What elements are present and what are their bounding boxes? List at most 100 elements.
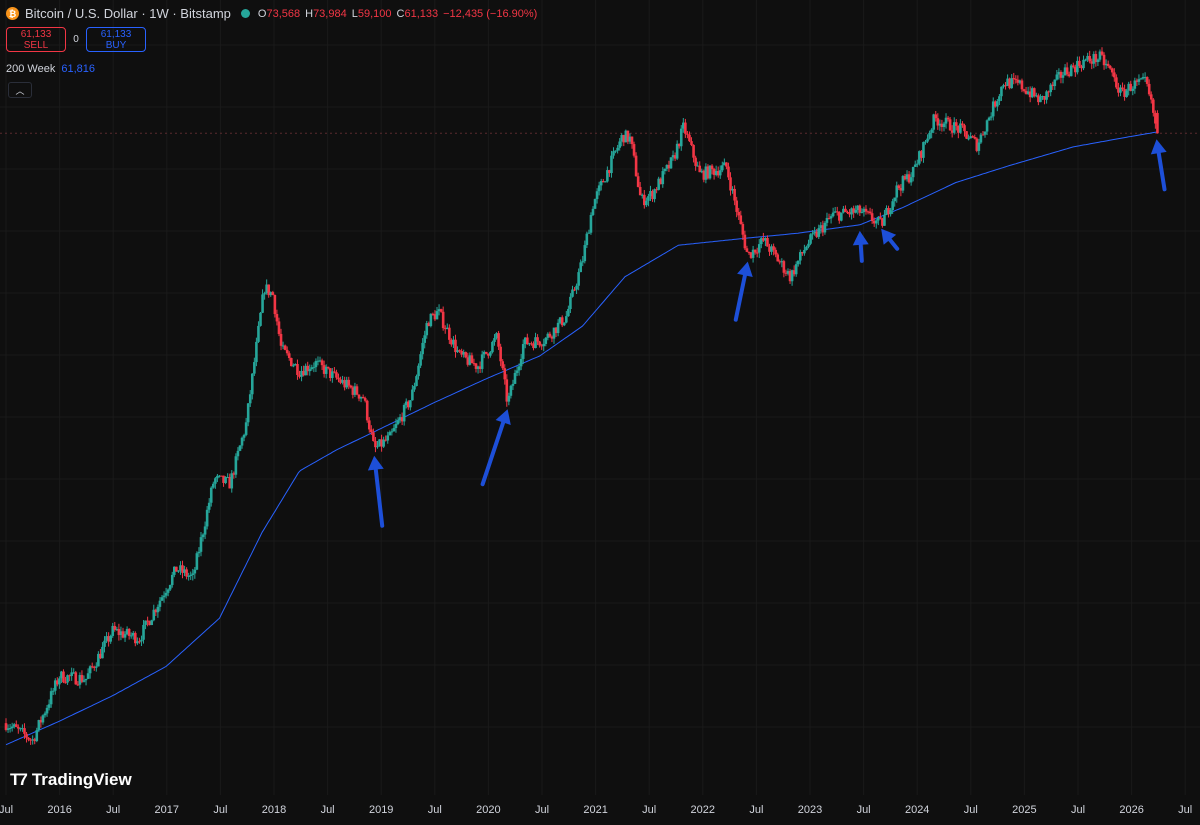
candle xyxy=(386,431,390,444)
x-tick-label: 2026 xyxy=(1119,804,1143,816)
candle xyxy=(936,113,940,130)
candle xyxy=(534,332,537,349)
candle xyxy=(458,349,461,353)
candle xyxy=(292,363,295,368)
candle xyxy=(450,338,453,347)
tradingview-logo[interactable]: T7 TradingView xyxy=(10,770,132,790)
candle xyxy=(671,150,675,161)
candle xyxy=(653,188,656,203)
candle xyxy=(187,572,190,581)
candle xyxy=(1129,80,1133,92)
candle xyxy=(121,627,125,639)
x-tick-label: 2020 xyxy=(476,804,500,816)
candle xyxy=(1014,75,1018,84)
candle xyxy=(708,165,712,180)
x-tick-label: Jul xyxy=(428,804,442,816)
candle xyxy=(49,687,53,708)
candle xyxy=(893,197,897,207)
candle xyxy=(78,672,82,689)
annotation-arrow xyxy=(367,455,385,528)
candle xyxy=(704,163,708,184)
candle xyxy=(536,334,539,346)
candle xyxy=(1069,63,1073,77)
candle xyxy=(1123,84,1126,101)
candle xyxy=(1071,62,1075,69)
candle xyxy=(17,724,20,734)
candle xyxy=(279,328,283,351)
candle xyxy=(1133,77,1137,94)
candle xyxy=(365,399,369,423)
chart-header: ₿ Bitcoin / U.S. Dollar · 1W · Bitstamp … xyxy=(6,6,537,21)
candle xyxy=(72,668,76,674)
candle xyxy=(788,268,792,284)
candle xyxy=(443,325,447,334)
open-value: 73,568 xyxy=(266,7,301,20)
candle xyxy=(464,351,468,359)
candle xyxy=(981,130,985,136)
candle xyxy=(762,232,765,242)
symbol-title[interactable]: Bitcoin / U.S. Dollar · 1W · Bitstamp xyxy=(25,6,231,21)
candle xyxy=(523,337,527,349)
candle xyxy=(511,379,515,390)
sell-button[interactable]: 61,133 SELL xyxy=(6,27,66,52)
candle xyxy=(328,368,332,382)
candle xyxy=(827,213,831,220)
candle xyxy=(757,239,761,259)
candle xyxy=(1100,47,1104,56)
candle xyxy=(846,210,849,215)
candle xyxy=(587,229,591,234)
candle xyxy=(876,216,880,226)
candle xyxy=(392,424,396,432)
candle xyxy=(199,532,203,557)
candle xyxy=(191,568,195,581)
candle xyxy=(304,363,307,376)
candle xyxy=(1024,86,1028,95)
x-tick-label: Jul xyxy=(1071,804,1085,816)
candle xyxy=(361,394,365,399)
x-tick-label: Jul xyxy=(535,804,549,816)
candle xyxy=(1141,73,1145,80)
candle xyxy=(244,417,248,437)
candle xyxy=(889,207,892,217)
x-tick-label: Jul xyxy=(321,804,335,816)
candle xyxy=(384,435,388,442)
candle xyxy=(688,131,691,143)
candle xyxy=(156,604,160,618)
candle xyxy=(1139,77,1143,80)
candle xyxy=(575,283,578,295)
candle xyxy=(111,622,115,638)
candle xyxy=(470,352,474,364)
candle xyxy=(1152,97,1155,117)
candle xyxy=(601,178,605,183)
candle xyxy=(1117,82,1120,97)
candle xyxy=(351,385,355,399)
candle xyxy=(696,161,699,167)
candle xyxy=(608,169,611,177)
candle xyxy=(913,160,917,167)
indicator-legend[interactable]: 200 Week 61,816 xyxy=(6,63,95,75)
candle xyxy=(497,330,500,351)
candle xyxy=(780,258,784,268)
candle xyxy=(733,185,736,206)
candle xyxy=(240,436,244,449)
candle xyxy=(692,144,695,163)
candle xyxy=(860,208,864,214)
candle xyxy=(579,259,582,273)
candle xyxy=(1149,91,1153,104)
candle xyxy=(604,180,607,183)
collapse-legend-button[interactable]: ︿ xyxy=(8,82,32,98)
candle xyxy=(987,116,991,121)
candle xyxy=(439,308,443,313)
candle xyxy=(911,166,915,182)
candle xyxy=(70,667,73,681)
candle xyxy=(805,245,808,251)
candle xyxy=(636,172,640,188)
candle xyxy=(376,441,379,449)
candle xyxy=(599,178,603,191)
candle xyxy=(320,358,324,370)
candle xyxy=(909,172,913,186)
buy-button[interactable]: 61,133 BUY xyxy=(86,27,146,52)
candle xyxy=(51,687,55,695)
candle xyxy=(677,143,681,149)
